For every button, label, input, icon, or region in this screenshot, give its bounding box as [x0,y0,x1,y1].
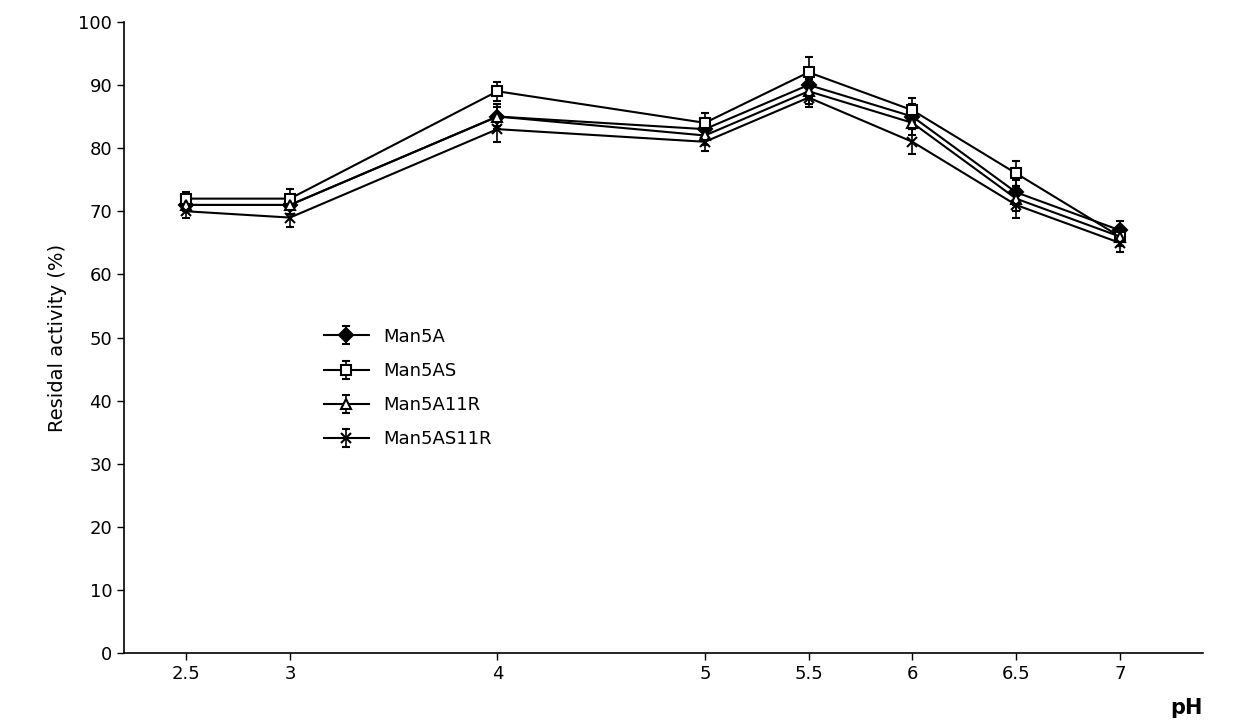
Y-axis label: Residal activity (%): Residal activity (%) [48,243,67,432]
Legend: Man5A, Man5AS, Man5A11R, Man5AS11R: Man5A, Man5AS, Man5A11R, Man5AS11R [316,320,498,456]
Text: pH: pH [1171,698,1203,717]
